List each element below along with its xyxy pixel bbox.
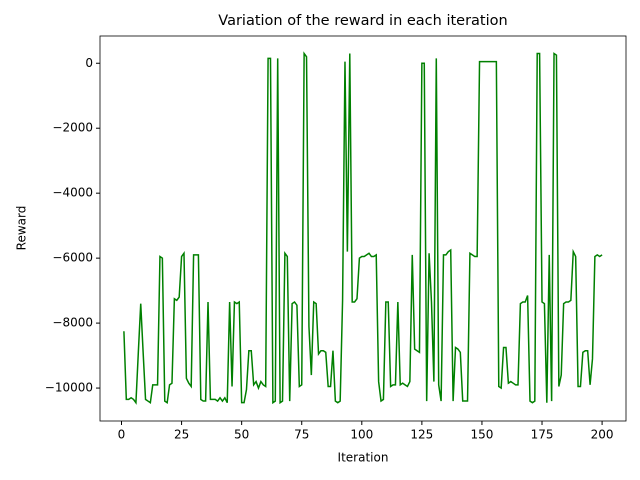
y-tick-label: −10000 [45, 381, 93, 395]
y-tick-label: −6000 [52, 251, 93, 265]
x-tick-label: 0 [118, 428, 126, 442]
y-tick-label: 0 [85, 56, 93, 70]
x-tick-label: 175 [531, 428, 554, 442]
y-tick-label: −8000 [52, 316, 93, 330]
y-tick-label: −4000 [52, 186, 93, 200]
plot-frame [99, 35, 627, 422]
line [123, 51, 603, 405]
x-tick-label: 25 [174, 428, 189, 442]
x-tick-label: 125 [410, 428, 433, 442]
y-tick-label: −2000 [52, 121, 93, 135]
x-axis-label: Iteration [338, 451, 389, 465]
chart-title: Variation of the reward in each iteratio… [218, 13, 507, 29]
x-tick-label: 100 [350, 428, 373, 442]
y-axis-label: Reward [15, 206, 29, 251]
x-tick-label: 200 [591, 428, 614, 442]
x-tick-label: 75 [294, 428, 309, 442]
x-tick-label: 150 [470, 428, 493, 442]
x-tick-label: 50 [234, 428, 249, 442]
